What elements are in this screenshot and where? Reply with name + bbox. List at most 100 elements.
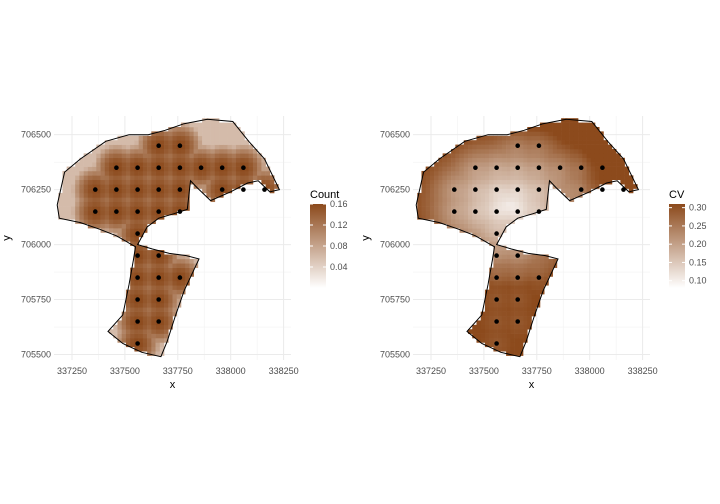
- raster-cell: [121, 188, 127, 194]
- raster-cell: [104, 210, 110, 216]
- x-tick-label: 338250: [628, 366, 658, 376]
- raster-cell: [185, 135, 190, 141]
- raster-cell: [590, 170, 596, 176]
- raster-cell: [501, 197, 507, 203]
- raster-cell: [223, 170, 228, 176]
- raster-cell: [109, 214, 114, 220]
- raster-cell: [523, 320, 528, 326]
- raster-cell: [252, 166, 258, 172]
- raster-cell: [83, 184, 89, 189]
- raster-cell: [446, 219, 452, 225]
- raster-cell: [240, 162, 245, 167]
- raster-cell: [130, 201, 135, 207]
- raster-cell: [172, 210, 178, 216]
- raster-cell: [497, 294, 503, 299]
- raster-cell: [265, 175, 271, 181]
- raster-cell: [121, 329, 127, 334]
- raster-cell: [202, 148, 207, 154]
- raster-cell: [227, 157, 233, 163]
- raster-cell: [159, 267, 165, 273]
- raster-cell: [240, 144, 245, 150]
- raster-cell: [185, 258, 190, 264]
- raster-cell: [442, 219, 448, 225]
- raster-cell: [168, 126, 173, 132]
- raster-cell: [510, 192, 515, 198]
- raster-cell: [565, 170, 570, 176]
- raster-cell: [620, 179, 625, 185]
- raster-cell: [235, 153, 241, 159]
- raster-cell: [594, 126, 600, 132]
- raster-cell: [96, 144, 101, 150]
- study-area-boundary: [415, 118, 640, 358]
- raster-cell: [510, 276, 515, 282]
- raster-cell: [261, 175, 266, 181]
- raster-cell: [459, 162, 465, 167]
- raster-cell: [463, 188, 469, 194]
- sample-point: [600, 187, 605, 192]
- raster-cell: [594, 175, 600, 181]
- raster-cell: [611, 170, 617, 176]
- raster-cell: [573, 192, 579, 198]
- raster-cell: [607, 148, 613, 154]
- raster-cell: [523, 280, 528, 286]
- raster-cell: [227, 153, 233, 159]
- raster-cell: [142, 179, 148, 185]
- raster-cell: [164, 140, 169, 145]
- raster-cell: [607, 162, 613, 167]
- raster-cell: [510, 329, 515, 334]
- raster-cell: [590, 175, 596, 181]
- raster-cell: [510, 175, 515, 181]
- sample-point: [600, 165, 605, 170]
- raster-cell: [176, 206, 182, 211]
- raster-cell: [130, 206, 135, 211]
- raster-cell: [493, 263, 498, 268]
- raster-cell: [489, 320, 494, 326]
- x-tick-label: 337250: [57, 366, 87, 376]
- raster-cell: [168, 131, 173, 137]
- raster-cell: [231, 148, 237, 154]
- raster-cell: [510, 302, 515, 308]
- raster-cell: [425, 210, 431, 216]
- raster-cell: [151, 316, 156, 321]
- raster-cell: [446, 201, 452, 207]
- raster-cell: [531, 289, 537, 295]
- raster-cell: [531, 179, 537, 185]
- raster-cell: [506, 157, 511, 163]
- raster-cell: [227, 148, 233, 154]
- raster-cell: [535, 294, 541, 299]
- raster-cell: [497, 302, 503, 308]
- raster-cell: [501, 258, 507, 264]
- raster-cell: [514, 272, 520, 277]
- raster-cell: [92, 179, 97, 185]
- raster-cell: [480, 223, 486, 229]
- raster-cell: [425, 206, 431, 211]
- raster-cell: [446, 157, 452, 163]
- raster-cell: [459, 201, 465, 207]
- raster-cell: [599, 170, 604, 176]
- raster-cell: [451, 192, 456, 198]
- raster-cell: [459, 223, 465, 229]
- raster-cell: [417, 197, 422, 203]
- raster-cell: [125, 320, 131, 326]
- raster-cell: [231, 126, 237, 132]
- raster-cell: [616, 175, 621, 181]
- raster-cell: [189, 258, 194, 264]
- raster-cell: [125, 307, 131, 312]
- raster-cell: [138, 294, 144, 299]
- raster-cell: [193, 122, 199, 128]
- raster-cell: [219, 184, 224, 189]
- raster-cell: [138, 276, 144, 282]
- raster-cell: [92, 197, 97, 203]
- raster-cell: [96, 210, 101, 216]
- raster-cell: [468, 179, 473, 185]
- raster-cell: [489, 184, 494, 189]
- raster-cell: [193, 135, 199, 141]
- raster-cell: [518, 258, 524, 264]
- raster-cell: [151, 258, 156, 264]
- raster-cell: [180, 175, 186, 181]
- raster-cell: [164, 285, 169, 290]
- raster-cell: [142, 170, 148, 176]
- raster-cell: [147, 210, 152, 216]
- raster-cell: [565, 140, 570, 145]
- raster-cell: [176, 272, 182, 277]
